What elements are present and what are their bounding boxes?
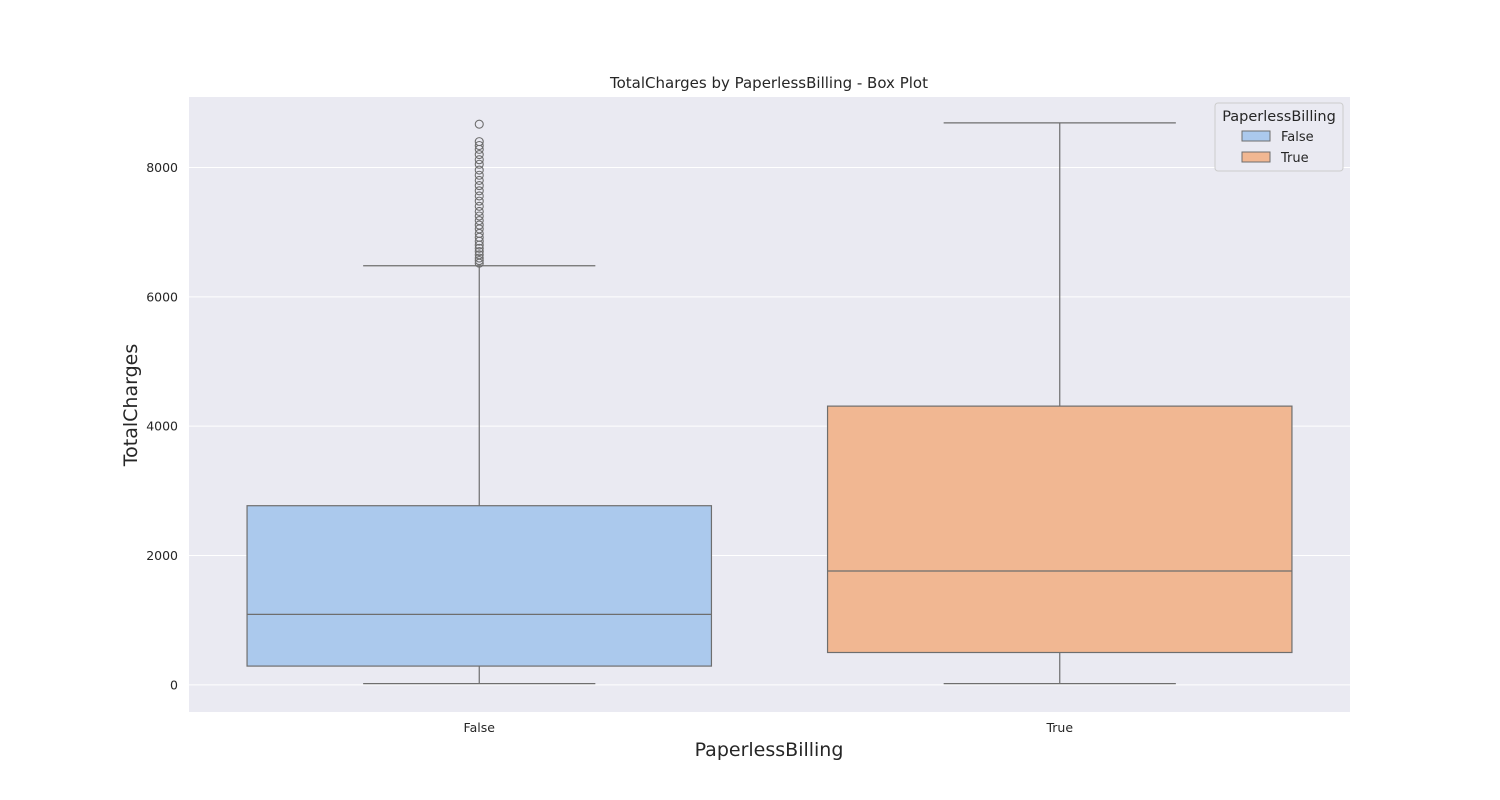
box-group-false — [246, 119, 713, 685]
outlier-point — [474, 140, 484, 151]
outlier-point — [474, 201, 484, 211]
x-tick-label: False — [464, 720, 496, 735]
y-tick-label: 0 — [170, 677, 178, 692]
outlier-point — [474, 155, 484, 165]
outlier-point — [474, 119, 484, 129]
x-tick-labels: False True — [464, 720, 1074, 735]
outlier-point — [474, 191, 484, 201]
box-layer — [246, 119, 1293, 685]
y-tick-label: 8000 — [146, 160, 178, 175]
legend-label-true: True — [1280, 151, 1309, 166]
outlier-point — [474, 137, 484, 147]
y-tick-label: 2000 — [146, 548, 178, 563]
x-tick-label: True — [1045, 720, 1073, 735]
legend-swatch-true — [1241, 151, 1271, 163]
legend-title: PaperlessBilling — [1222, 109, 1336, 125]
y-tick-label: 6000 — [146, 289, 178, 304]
outlier-point — [474, 165, 484, 175]
iqr-box — [826, 405, 1293, 654]
outlier-point — [474, 196, 484, 206]
outlier-point — [474, 256, 484, 266]
legend: PaperlessBilling False True — [1214, 102, 1344, 172]
chart-title: TotalCharges by PaperlessBilling - Box P… — [609, 74, 928, 92]
outlier-point — [474, 186, 484, 196]
outlier-point — [474, 206, 484, 217]
outlier-point — [474, 247, 484, 257]
legend-label-false: False — [1281, 130, 1314, 145]
outlier-point — [474, 220, 484, 230]
outlier-point — [474, 215, 484, 226]
y-tick-labels: 0 2000 4000 6000 8000 — [146, 160, 178, 692]
legend-swatch-false — [1241, 130, 1271, 142]
outlier-point — [474, 181, 484, 191]
outlier-point — [474, 250, 484, 260]
outlier-point — [474, 243, 484, 253]
outlier-point — [474, 170, 484, 180]
outlier-point — [474, 253, 484, 263]
box-group-true — [826, 122, 1293, 685]
y-tick-label: 4000 — [146, 419, 178, 434]
outlier-point — [474, 175, 484, 185]
x-axis-label: PaperlessBilling — [695, 739, 844, 761]
outlier-point — [474, 150, 484, 160]
outlier-point — [474, 211, 484, 221]
iqr-box — [246, 505, 713, 667]
y-axis-label: TotalCharges — [120, 344, 142, 467]
outlier-point — [474, 159, 484, 169]
